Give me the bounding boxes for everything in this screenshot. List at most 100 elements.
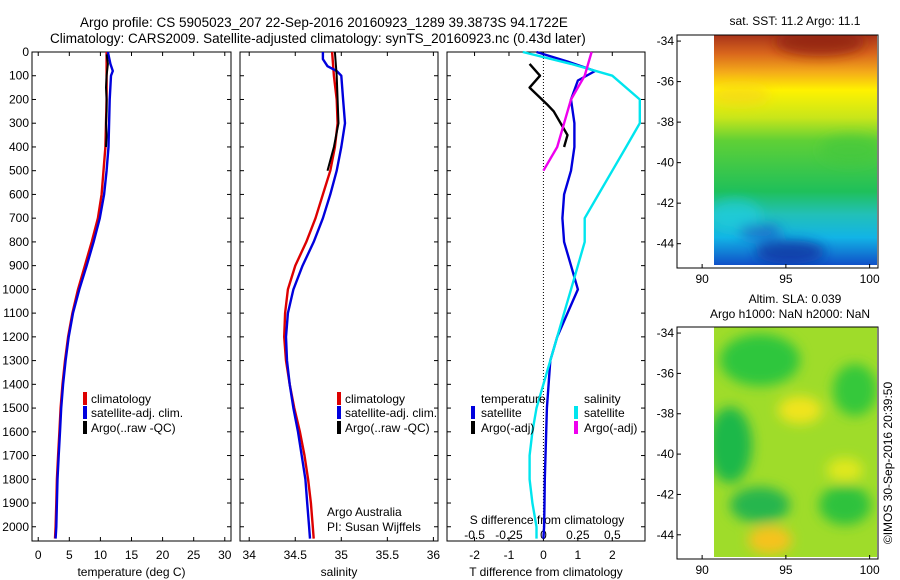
y-tick-label: 700 — [9, 211, 29, 225]
x-tick-label: 34.5 — [284, 548, 308, 562]
x-axis-label: temperature (deg C) — [77, 565, 185, 579]
map-lat-label: -40 — [657, 447, 675, 461]
title-line-1: Argo profile: CS 5905023_207 22-Sep-2016… — [80, 15, 568, 30]
title-line-2: Climatology: CARS2009. Satellite-adjuste… — [50, 31, 586, 46]
legend-label-satellite: satellite-adj. clim. — [91, 406, 183, 420]
y-tick-label: 2000 — [2, 520, 29, 534]
imos-credit: ©IMOS 30-Sep-2016 20:39:50 — [881, 382, 895, 545]
sst-map-title: sat. SST: 11.2 Argo: 11.1 — [730, 14, 861, 28]
legend-label-satellite: satellite-adj. clim. — [345, 406, 437, 420]
difference-legend: temperature salinity satellite Argo(-adj… — [471, 392, 637, 435]
plot-frame — [239, 51, 439, 542]
map-lon-label: 95 — [779, 272, 793, 286]
series-line-satellite-adj-clim — [284, 52, 347, 539]
map-lat-label: -34 — [657, 34, 675, 48]
x-tick-label: 0 — [35, 548, 42, 562]
x-tick-label: -1 — [504, 548, 515, 562]
x-tick-label: 36 — [427, 548, 441, 562]
secondary-tick-label: 0.5 — [604, 528, 621, 542]
legend-swatch-satellite — [337, 406, 341, 419]
legend-swatch-climatology — [337, 392, 341, 405]
difference-profile-panel: -2 -1 0 1 2 T difference from climatology S di… — [446, 50, 646, 579]
sst-map-image — [714, 35, 877, 265]
x-tick-label: 2 — [609, 548, 616, 562]
salinity-legend: climatology satellite-adj. clim. Argo(..… — [337, 392, 437, 435]
series-line-satellite-adj-clim — [54, 51, 115, 539]
y-tick-label: 1400 — [2, 377, 29, 391]
plot-frame — [31, 51, 232, 542]
map-axes: -34 -36 -38 -40 -42 -44 90 95 100 -34 -36 -38 -40 -42… — [657, 34, 880, 577]
x-tick-label: 35.5 — [376, 548, 400, 562]
map-lat-label: -40 — [657, 156, 675, 170]
y-tick-label: 400 — [9, 140, 29, 154]
y-tick-label: 1500 — [2, 401, 29, 415]
legend-swatch-climatology — [83, 392, 87, 405]
x-tick-label: 30 — [218, 548, 232, 562]
y-tick-label: 500 — [9, 164, 29, 178]
secondary-axis-label: S difference from climatology — [470, 513, 625, 527]
map-lon-label: 100 — [860, 563, 880, 577]
map-lat-label: -36 — [657, 366, 675, 380]
x-tick-label: 1 — [575, 548, 582, 562]
salinity-profile-panel: 34 34.5 35 35.5 36 salinity — [239, 51, 441, 579]
y-tick-label: 300 — [9, 116, 29, 130]
legend-swatch-argo — [337, 421, 341, 434]
x-axis-label: salinity — [321, 565, 358, 579]
y-tick-label: 200 — [9, 92, 29, 106]
map-lat-label: -42 — [657, 487, 675, 501]
series-line-argo-raw-qc — [326, 51, 340, 171]
sla-map-image — [714, 327, 877, 557]
x-tick-label: 15 — [125, 548, 139, 562]
legend-label-s-satellite: satellite — [584, 406, 625, 420]
org-name: Argo Australia — [327, 505, 402, 519]
legend-label-t-argo: Argo(-adj) — [481, 421, 534, 435]
series-line-climatology — [53, 52, 108, 539]
map-lat-label: -44 — [657, 237, 675, 251]
y-tick-label: 1600 — [2, 425, 29, 439]
legend-label-climatology: climatology — [91, 392, 151, 406]
map-lat-label: -38 — [657, 407, 675, 421]
sla-map-title: Altim. SLA: 0.039 — [749, 292, 842, 306]
y-tick-label: 0 — [22, 45, 29, 59]
y-tick-label: 1000 — [2, 282, 29, 296]
legend-label-argo: Argo(..raw -QC) — [91, 421, 176, 435]
y-tick-label: 1200 — [2, 330, 29, 344]
map-lat-label: -44 — [657, 528, 675, 542]
y-tick-label: 800 — [9, 235, 29, 249]
series-line-temperature-argo-adj — [528, 63, 569, 148]
legend-label-argo: Argo(..raw -QC) — [345, 421, 430, 435]
legend-swatch-s-argo — [574, 421, 578, 434]
x-tick-label: 25 — [187, 548, 201, 562]
map-lon-label: 90 — [695, 272, 709, 286]
legend-swatch-t-satellite — [471, 406, 475, 419]
y-tick-label: 1700 — [2, 449, 29, 463]
sla-map-subtitle: Argo h1000: NaN h2000: NaN — [710, 307, 870, 321]
x-tick-label: 10 — [94, 548, 108, 562]
secondary-tick-label: -0.25 — [495, 528, 523, 542]
map-lon-label: 95 — [779, 563, 793, 577]
map-lat-label: -38 — [657, 115, 675, 129]
legend-swatch-argo — [83, 421, 87, 434]
temperature-legend: climatology satellite-adj. clim. Argo(..… — [83, 392, 183, 435]
x-tick-label: 20 — [156, 548, 170, 562]
y-tick-label: 1300 — [2, 354, 29, 368]
map-lat-label: -34 — [657, 326, 675, 340]
x-axis-label: T difference from climatology — [469, 565, 623, 579]
y-tick-label: 1800 — [2, 472, 29, 486]
map-lon-label: 100 — [860, 272, 880, 286]
y-tick-label: 1100 — [3, 306, 29, 320]
legend-label-t-satellite: satellite — [481, 406, 522, 420]
principal-investigator: PI: Susan Wijffels — [327, 520, 421, 534]
legend-swatch-s-satellite — [574, 406, 578, 419]
x-tick-label: 5 — [66, 548, 73, 562]
map-lon-label: 90 — [695, 563, 709, 577]
legend-swatch-t-argo — [471, 421, 475, 434]
x-tick-label: 35 — [335, 548, 349, 562]
series-line-temperature-satellite — [536, 50, 597, 539]
legend-header-temperature: temperature — [481, 392, 546, 406]
temperature-profile-panel: 0100200300400500600700800900100011001200… — [2, 45, 231, 579]
y-tick-label: 1900 — [2, 496, 29, 510]
y-tick-label: 900 — [9, 259, 29, 273]
x-tick-label: -2 — [469, 548, 480, 562]
